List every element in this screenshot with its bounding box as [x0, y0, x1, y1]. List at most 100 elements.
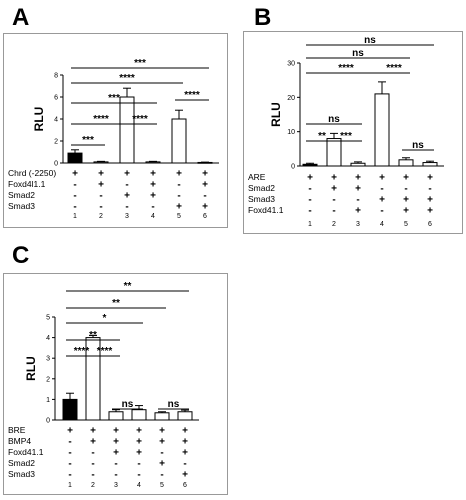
panel-c-row-symbol: +: [182, 448, 188, 459]
panel-b-row-symbol: +: [403, 206, 409, 217]
panel-b-row-symbol: +: [355, 184, 361, 195]
panel-c-row-symbol: +: [159, 459, 165, 470]
panel-a-row-symbol: -: [125, 180, 128, 191]
panel-a-row-symbol: -: [177, 191, 180, 202]
panel-b-sig-label: ns: [364, 35, 376, 46]
panel-c-row-symbol: +: [136, 448, 142, 459]
panel-b-row-symbol: -: [380, 184, 383, 195]
panel-b-row-symbol: +: [403, 173, 409, 184]
panel-c-row-symbol: +: [113, 426, 119, 437]
panel-b-row-symbol: -: [308, 206, 311, 217]
panel-b-sig-label: ****: [386, 63, 402, 74]
panel-a-row-symbol: +: [150, 191, 156, 202]
panel-a-y-tick-label: 6: [54, 95, 58, 102]
panel-a-lane-number: 5: [177, 213, 181, 220]
panel-b-row-symbol: +: [355, 206, 361, 217]
panel-b-lane-number: 1: [308, 221, 312, 228]
panel-b-row-symbol: +: [427, 173, 433, 184]
panel-b-row-symbol: +: [427, 206, 433, 217]
panel-a-row-label: Chrd (-2250): [8, 168, 56, 178]
panel-c-y-tick-label: 2: [46, 376, 50, 383]
panel-b-bar-5: [398, 159, 414, 167]
panel-a-row-symbol: -: [99, 191, 102, 202]
panel-c-y-tick-label: 4: [46, 335, 50, 342]
panel-b-lane-number: 3: [356, 221, 360, 228]
panel-c-sig-label: *: [103, 313, 107, 324]
panel-c-row-label: Foxd41.1: [8, 447, 44, 457]
panel-b-y-tick-label: 10: [287, 129, 295, 136]
panel-b-row-symbol: -: [308, 184, 311, 195]
panel-c-row-symbol: -: [91, 459, 94, 470]
panel-c-row-label: Smad3: [8, 469, 35, 479]
panel-b-bar-2: [326, 138, 342, 167]
panel-c-sig-label: ns: [168, 399, 180, 410]
panel-a-bar-3: [119, 96, 135, 164]
panel-c-row-symbol: +: [136, 437, 142, 448]
panel-b-row-symbol: +: [307, 173, 313, 184]
panel-a-row-symbol: +: [176, 169, 182, 180]
panel-b-lane-number: 5: [404, 221, 408, 228]
panel-b-row-symbol: -: [380, 206, 383, 217]
panel-c-bar-6: [177, 411, 193, 421]
panel-b-y-tick-label: 20: [287, 95, 295, 102]
panel-a-sig-label: ***: [134, 58, 146, 69]
panel-c-lane-number: 4: [137, 482, 141, 489]
panel-b-row-label: ARE: [248, 172, 266, 182]
panel-c-y-tick-label: 0: [46, 418, 50, 425]
panel-c-row-symbol: -: [114, 470, 117, 481]
panel-a-bar-2: [93, 161, 109, 164]
panel-a-row-symbol: -: [99, 202, 102, 213]
panel-b-row-symbol: +: [427, 195, 433, 206]
panel-b-lane-number: 6: [428, 221, 432, 228]
panel-c-frame: [3, 273, 228, 495]
panel-c-row-symbol: +: [159, 437, 165, 448]
panel-c-sig-label: ****: [97, 346, 113, 357]
panel-a-row-symbol: -: [73, 180, 76, 191]
panel-c-bar-3: [108, 411, 124, 421]
panel-a-row-label: Smad2: [8, 190, 35, 200]
panel-a-row-symbol: +: [72, 169, 78, 180]
panel-b-sig-label: ns: [328, 114, 340, 125]
panel-a-lane-number: 6: [203, 213, 207, 220]
panel-a-y-tick-label: 2: [54, 139, 58, 146]
panel-a-row-symbol: +: [202, 169, 208, 180]
panel-c-sig-label: **: [112, 298, 120, 309]
panel-c-row-symbol: +: [182, 437, 188, 448]
panel-a-lane-number: 3: [125, 213, 129, 220]
panel-c-y-tick-label: 5: [46, 315, 50, 322]
panel-c-y-tick-label: 3: [46, 356, 50, 363]
panel-a-lane-number: 4: [151, 213, 155, 220]
panel-b-row-symbol: +: [379, 173, 385, 184]
panel-a-y-axis-label: RLU: [32, 107, 46, 132]
panel-c-row-symbol: +: [90, 426, 96, 437]
panel-a-y-tick-label: 8: [54, 73, 58, 80]
panel-b-row-symbol: -: [332, 195, 335, 206]
panel-a-sig-label: ****: [119, 73, 135, 84]
panel-c-lane-number: 2: [91, 482, 95, 489]
panel-a-lane-number: 1: [73, 213, 77, 220]
panel-c-row-symbol: -: [91, 470, 94, 481]
panel-a-frame: [3, 33, 228, 228]
panel-c-row-label: BMP4: [8, 436, 31, 446]
panel-a-y-tick-label: 0: [54, 161, 58, 168]
panel-b-sig-label: ***: [340, 131, 352, 142]
panel-letter-c: C: [12, 242, 30, 269]
panel-a-row-symbol: +: [124, 191, 130, 202]
panel-b-y-tick-label: 30: [287, 61, 295, 68]
panel-b-sig-label: **: [318, 131, 326, 142]
panel-c-bar-4: [131, 409, 147, 421]
panel-a-y-tick-label: 4: [54, 117, 58, 124]
panel-b-sig-label: ns: [352, 48, 364, 59]
panel-a-sig-label: ***: [82, 135, 94, 146]
panel-a-row-symbol: +: [202, 180, 208, 191]
panel-b-row-label: Smad3: [248, 194, 275, 204]
panel-a-bar-5: [171, 118, 187, 164]
panel-a-row-symbol: +: [98, 180, 104, 191]
panel-a-row-symbol: +: [124, 169, 130, 180]
panel-b-bar-1: [302, 163, 318, 167]
panel-b-row-symbol: +: [379, 195, 385, 206]
panel-c-row-symbol: -: [68, 437, 71, 448]
panel-a-row-symbol: +: [202, 202, 208, 213]
panel-a-sig-label: ***: [108, 93, 120, 104]
